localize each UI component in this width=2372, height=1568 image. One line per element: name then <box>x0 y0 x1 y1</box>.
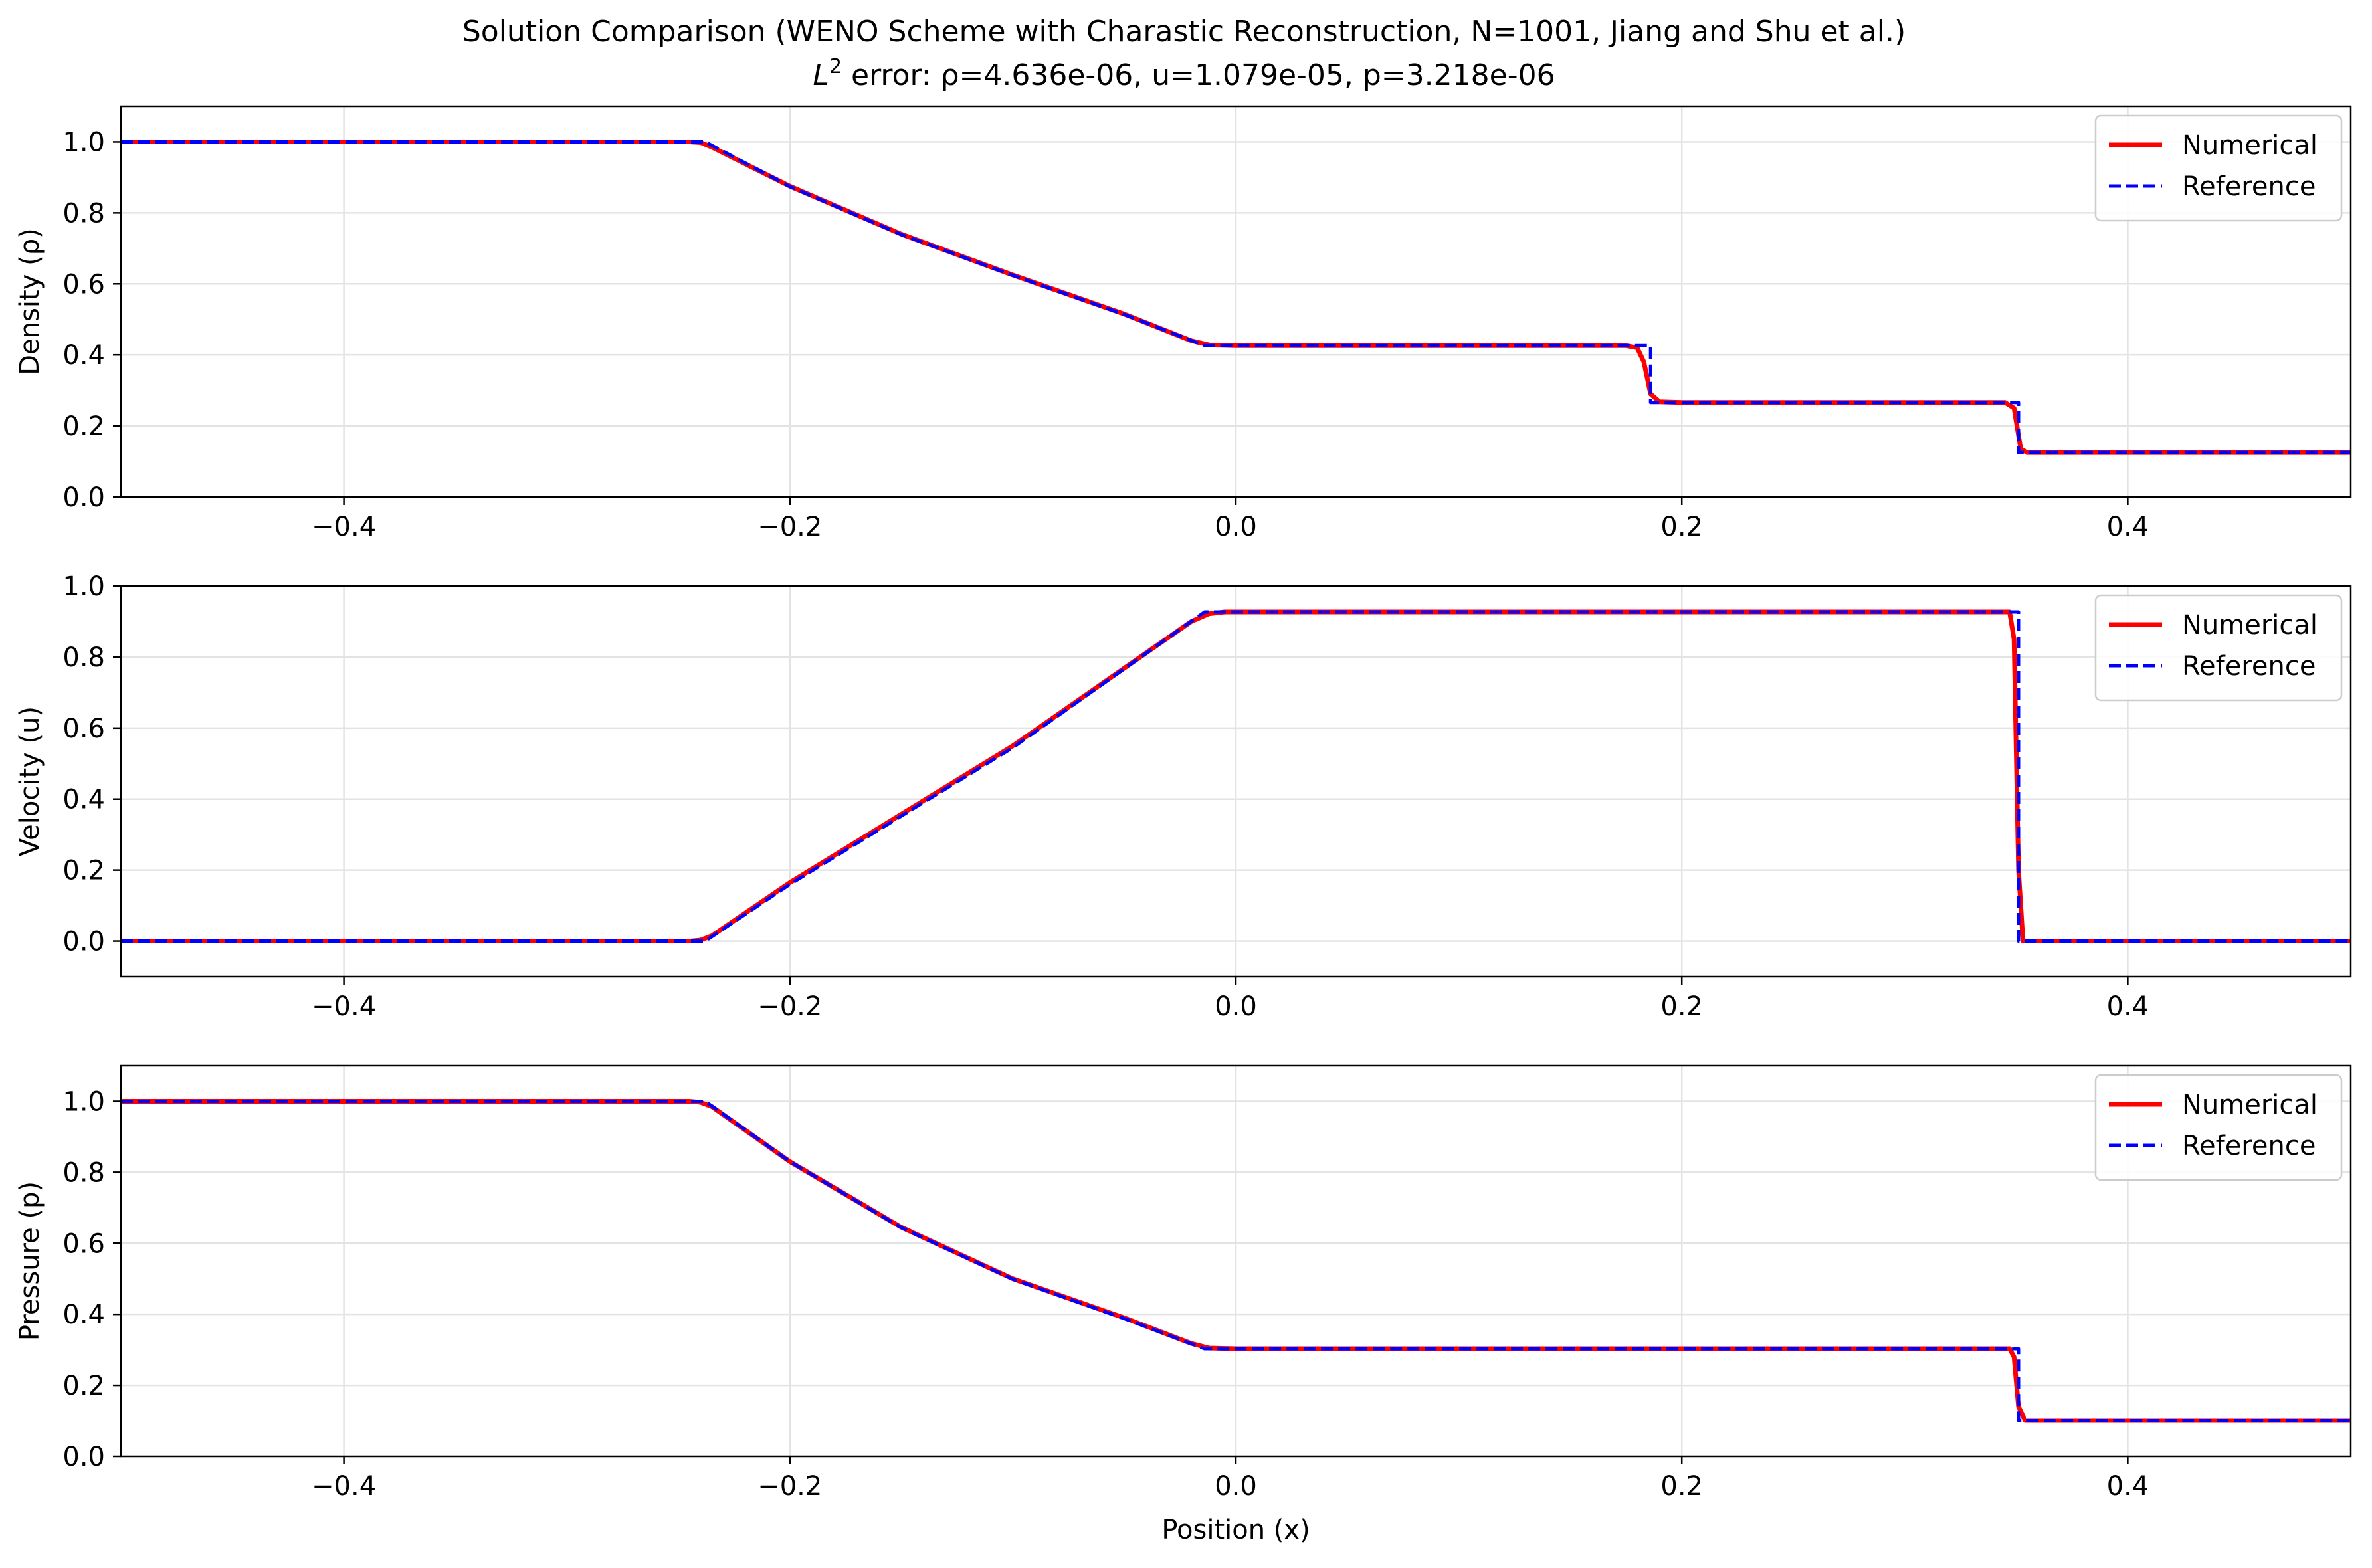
subtitle-l-symbol: L <box>813 58 829 92</box>
y-tick-label: 0.8 <box>62 642 105 673</box>
figure-title: Solution Comparison (WENO Scheme with Ch… <box>462 15 1906 49</box>
legend-box <box>2094 1074 2343 1181</box>
legend-box <box>2094 594 2343 702</box>
subplot-3: −0.4 −0.2 0.0 0.2 0.4 0.0 0.2 0.4 0.6 0.8 1.0 Press… <box>15 1064 2352 1545</box>
series-group <box>121 609 2351 944</box>
legend-label-numerical: Numerical <box>2182 130 2318 161</box>
x-tick-label: 0.0 <box>1215 512 1257 542</box>
y-axis-label: Pressure (p) <box>15 1181 45 1341</box>
legend-label-reference: Reference <box>2182 651 2316 682</box>
x-tick-label: −0.4 <box>312 512 376 542</box>
x-tick-label: 0.4 <box>2107 991 2149 1022</box>
legend: Numerical Reference <box>2094 1074 2343 1181</box>
y-axis-label: Density (ρ) <box>15 228 45 375</box>
y-tick-label: 0.0 <box>62 1442 105 1472</box>
y-tick-label: 0.6 <box>62 269 105 300</box>
x-tick-label: 0.2 <box>1660 512 1703 542</box>
legend-box <box>2094 114 2343 222</box>
y-tick-label: 0.4 <box>62 785 105 815</box>
subplot-2: −0.4 −0.2 0.0 0.2 0.4 0.0 0.2 0.4 0.6 0.8 1.0 Veloc… <box>15 571 2352 1022</box>
y-tick-label: 0.6 <box>62 1228 105 1259</box>
y-tick-label: 0.0 <box>62 927 105 957</box>
subplots: −0.4 −0.2 0.0 0.2 0.4 0.0 0.2 0.4 0.6 0.8 1.0 Densi… <box>15 105 2352 1545</box>
series-group <box>121 139 2351 455</box>
y-tick-label: 0.4 <box>62 1300 105 1330</box>
x-tick-label: −0.4 <box>312 1471 376 1502</box>
x-tick-label: −0.4 <box>312 991 376 1022</box>
subtitle-error-values: error: ρ=4.636e-06, u=1.079e-05, p=3.218… <box>842 58 1555 92</box>
x-tick-label: −0.2 <box>757 991 822 1022</box>
y-tick-label: 1.0 <box>62 571 105 602</box>
y-tick-label: 0.2 <box>62 411 105 442</box>
series-line-reference <box>121 140 2351 454</box>
legend: Numerical Reference <box>2094 114 2343 222</box>
x-axis-label: Position (x) <box>1161 1515 1310 1545</box>
series-group <box>121 1098 2351 1423</box>
x-tick-label: 0.0 <box>1215 991 1257 1022</box>
y-tick-label: 0.2 <box>62 1371 105 1401</box>
y-tick-label: 0.0 <box>62 482 105 513</box>
legend-label-reference: Reference <box>2182 1131 2316 1161</box>
x-tick-label: −0.2 <box>757 1471 822 1502</box>
legend-label-numerical: Numerical <box>2182 610 2318 640</box>
x-tick-label: 0.2 <box>1660 991 1703 1022</box>
x-tick-label: 0.4 <box>2107 1471 2149 1502</box>
legend-label-reference: Reference <box>2182 171 2316 202</box>
y-tick-label: 0.2 <box>62 856 105 886</box>
y-axis-label: Velocity (u) <box>15 706 45 856</box>
figure-subtitle: L2 error: ρ=4.636e-06, u=1.079e-05, p=3.… <box>813 55 1555 92</box>
y-tick-label: 1.0 <box>62 127 105 157</box>
legend: Numerical Reference <box>2094 594 2343 702</box>
legend-label-numerical: Numerical <box>2182 1090 2318 1120</box>
subtitle-superscript: 2 <box>829 55 842 78</box>
y-tick-label: 0.6 <box>62 714 105 744</box>
y-tick-label: 0.8 <box>62 1157 105 1188</box>
series-line-reference <box>121 610 2351 943</box>
y-tick-label: 1.0 <box>62 1086 105 1117</box>
x-tick-label: 0.2 <box>1660 1471 1703 1502</box>
subplot-1: −0.4 −0.2 0.0 0.2 0.4 0.0 0.2 0.4 0.6 0.8 1.0 Densi… <box>15 105 2352 542</box>
x-tick-label: 0.0 <box>1215 1471 1257 1502</box>
x-tick-label: −0.2 <box>757 512 822 542</box>
x-tick-label: 0.4 <box>2107 512 2149 542</box>
y-tick-label: 0.4 <box>62 340 105 371</box>
y-tick-label: 0.8 <box>62 198 105 229</box>
series-line-reference <box>121 1099 2351 1422</box>
